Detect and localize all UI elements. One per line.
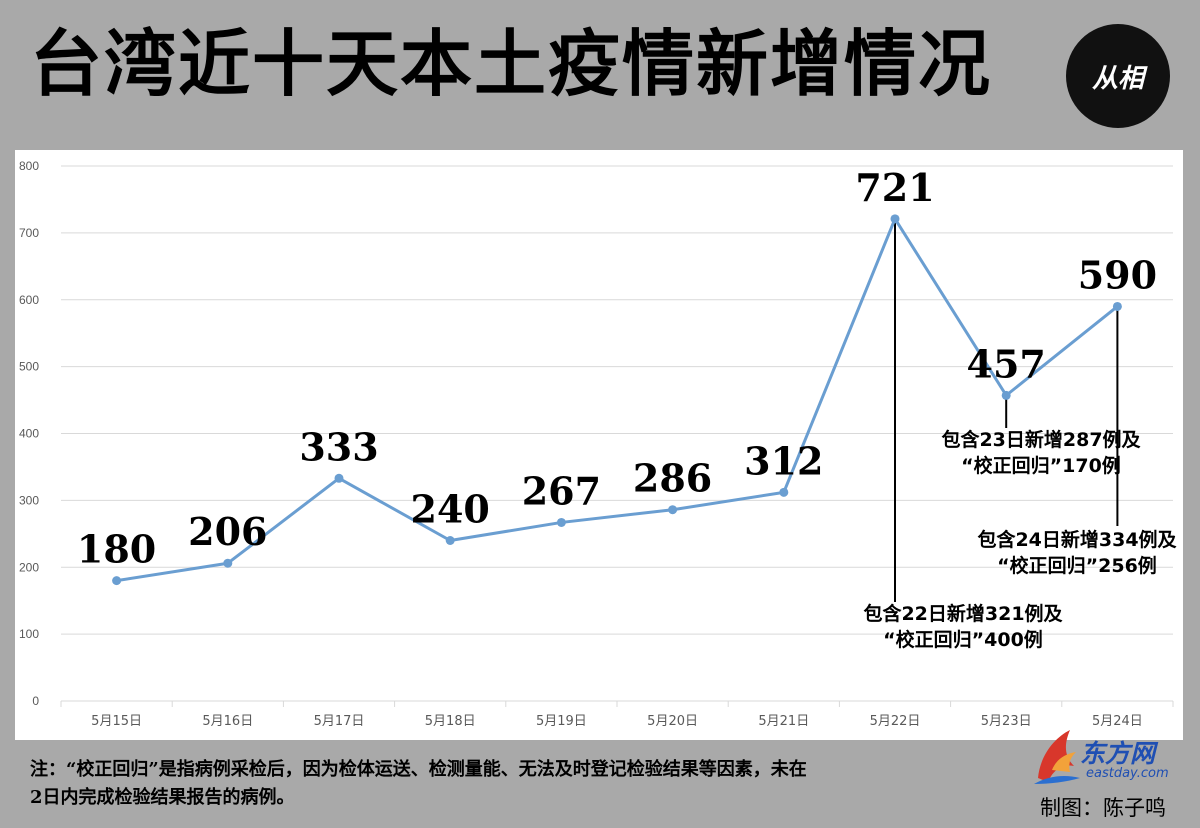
data-point — [112, 576, 122, 586]
data-label: 457 — [967, 341, 1046, 386]
data-point — [556, 517, 566, 527]
line-chart: 0 100 200 300 400 500 600 700 800 5月15日 5月16日 5月17日… — [19, 159, 1178, 729]
y-tick-label: 300 — [19, 493, 39, 507]
data-point — [779, 487, 789, 497]
y-tick-label: 800 — [19, 159, 39, 173]
data-point — [445, 536, 455, 545]
x-tick-label: 5月23日 — [981, 714, 1032, 729]
chart-panel: 0 100 200 300 400 500 600 700 800 5月15日 5月16日 5月17日… — [15, 150, 1183, 740]
data-label: 180 — [77, 527, 156, 572]
congxiang-logo-text: 从相 — [1091, 63, 1144, 94]
annotation-text: 包含24日新增334例及 — [977, 528, 1177, 551]
data-label: 312 — [744, 438, 823, 483]
x-tick-label: 5月22日 — [870, 714, 921, 729]
footnote: 注：“校正回归”是指病例采检后，因为检体运送、检测量能、无法及时登记检验结果等因… — [30, 756, 1020, 812]
data-label: 333 — [299, 424, 378, 469]
data-point — [1001, 390, 1011, 400]
eastday-en: eastday.com — [1086, 766, 1169, 781]
eastday-mark-icon — [1034, 730, 1080, 784]
chart-credit: 制图：陈子鸣 — [1040, 796, 1166, 820]
annotation-text: “校正回归”400例 — [883, 628, 1043, 651]
annotation-text: 包含23日新增287例及 — [941, 428, 1141, 451]
data-point — [668, 505, 678, 515]
y-tick-label: 700 — [19, 226, 39, 240]
data-label: 721 — [855, 165, 934, 210]
data-label: 267 — [522, 468, 601, 513]
x-tick-label: 5月21日 — [758, 714, 809, 729]
data-point — [334, 473, 344, 483]
data-label: 240 — [411, 487, 490, 532]
data-label: 286 — [633, 456, 712, 501]
data-label: 206 — [188, 509, 267, 554]
y-tick-label: 0 — [32, 694, 39, 708]
eastday-logo: 东方网 eastday.com — [1030, 726, 1180, 788]
eastday-cn: 东方网 — [1080, 739, 1156, 768]
annotation-text: “校正回归”256例 — [997, 554, 1157, 577]
series-line — [116, 217, 1119, 583]
data-label: 590 — [1078, 252, 1157, 297]
x-tick-label: 5月17日 — [314, 714, 365, 729]
footnote-line-1: 注：“校正回归”是指病例采检后，因为检体运送、检测量能、无法及时登记检验结果等因… — [30, 759, 807, 780]
page-title: 台湾近十天本土疫情新增情况 — [30, 21, 993, 106]
x-tick-label: 5月19日 — [536, 714, 587, 729]
y-tick-label: 600 — [19, 293, 39, 307]
y-tick-label: 200 — [19, 560, 39, 574]
data-point — [1112, 301, 1122, 311]
annotation-text: “校正回归”170例 — [961, 454, 1121, 477]
footnote-line-2: 2日内完成检验结果报告的病例。 — [30, 787, 295, 808]
x-tick-label: 5月18日 — [425, 714, 476, 729]
x-tick-label: 5月24日 — [1092, 714, 1143, 729]
y-tick-label: 400 — [19, 427, 39, 441]
y-tick-label: 500 — [19, 360, 39, 374]
data-point — [890, 214, 900, 224]
x-tick-label: 5月16日 — [202, 714, 253, 729]
x-tick-label: 5月20日 — [647, 714, 698, 729]
x-tick-label: 5月15日 — [91, 714, 142, 729]
congxiang-logo: 从相 — [1066, 24, 1170, 128]
data-point — [223, 558, 233, 568]
y-tick-label: 100 — [19, 627, 39, 641]
annotation-text: 包含22日新增321例及 — [863, 602, 1063, 625]
